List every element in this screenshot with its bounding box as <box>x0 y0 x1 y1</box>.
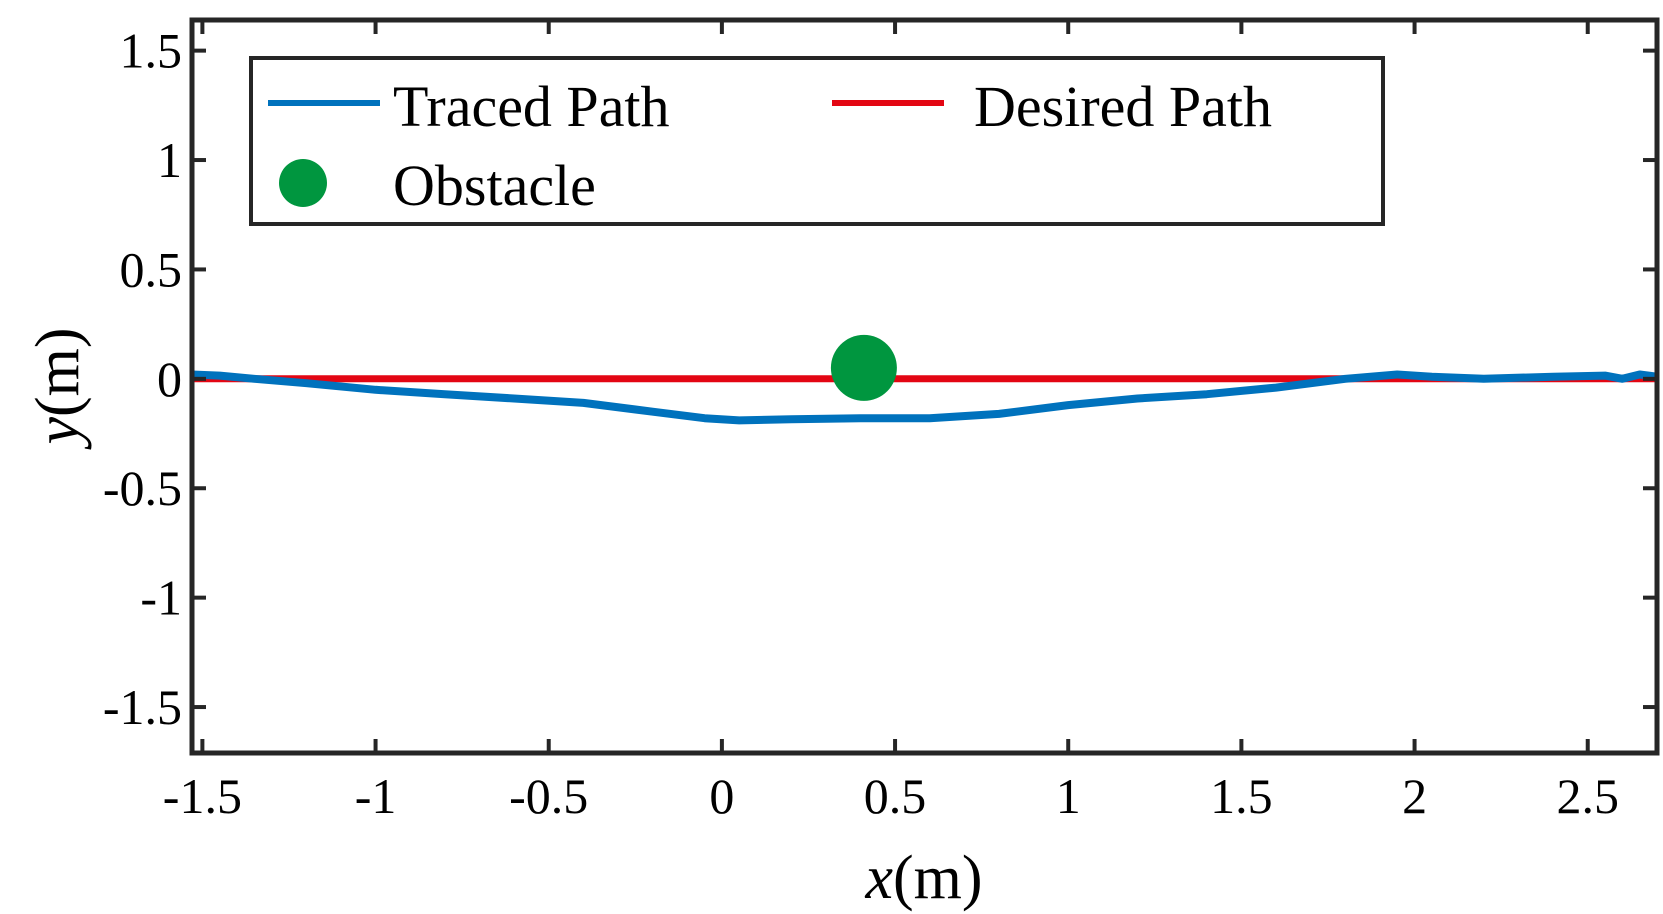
x-tick-label: 0.5 <box>864 768 927 824</box>
y-tick-label: -1 <box>140 570 182 626</box>
legend-swatch-obstacle <box>279 159 327 207</box>
y-tick-label: 0.5 <box>120 241 183 297</box>
x-tick-label: 2 <box>1402 768 1427 824</box>
y-axis-label: y(m) <box>24 327 92 450</box>
x-tick-label: 1 <box>1056 768 1081 824</box>
x-tick-label: -0.5 <box>509 768 588 824</box>
legend: Traced Path Desired Path Obstacle <box>249 56 1385 226</box>
legend-label-desired: Desired Path <box>974 74 1272 139</box>
series-line-traced-path <box>191 370 1658 425</box>
y-tick-label: -1.5 <box>103 679 182 735</box>
x-tick-label: 2.5 <box>1556 768 1619 824</box>
x-tick-label: 1.5 <box>1210 768 1273 824</box>
y-tick-label: 1 <box>157 132 182 188</box>
x-tick-label: -1 <box>355 768 397 824</box>
x-tick-label: -1.5 <box>163 768 242 824</box>
plot-area <box>191 334 1658 425</box>
legend-label-traced: Traced Path <box>393 74 670 139</box>
obstacle-marker <box>830 334 897 401</box>
x-tick-label: 0 <box>709 768 734 824</box>
legend-label-obstacle: Obstacle <box>393 153 596 218</box>
y-tick-label: 0 <box>157 351 182 407</box>
axes-box <box>189 17 1660 756</box>
x-axis-label: x(m) <box>864 844 982 912</box>
y-tick-label: -0.5 <box>103 460 182 516</box>
ticks: -1.5 -1 -0.5 0 0.5 1 1.5 2 2.5 -1.5 -1 -0.5 0 0.5 1 1.5 <box>103 20 1657 824</box>
y-tick-label: 1.5 <box>120 23 183 79</box>
legend-box <box>249 56 1385 226</box>
